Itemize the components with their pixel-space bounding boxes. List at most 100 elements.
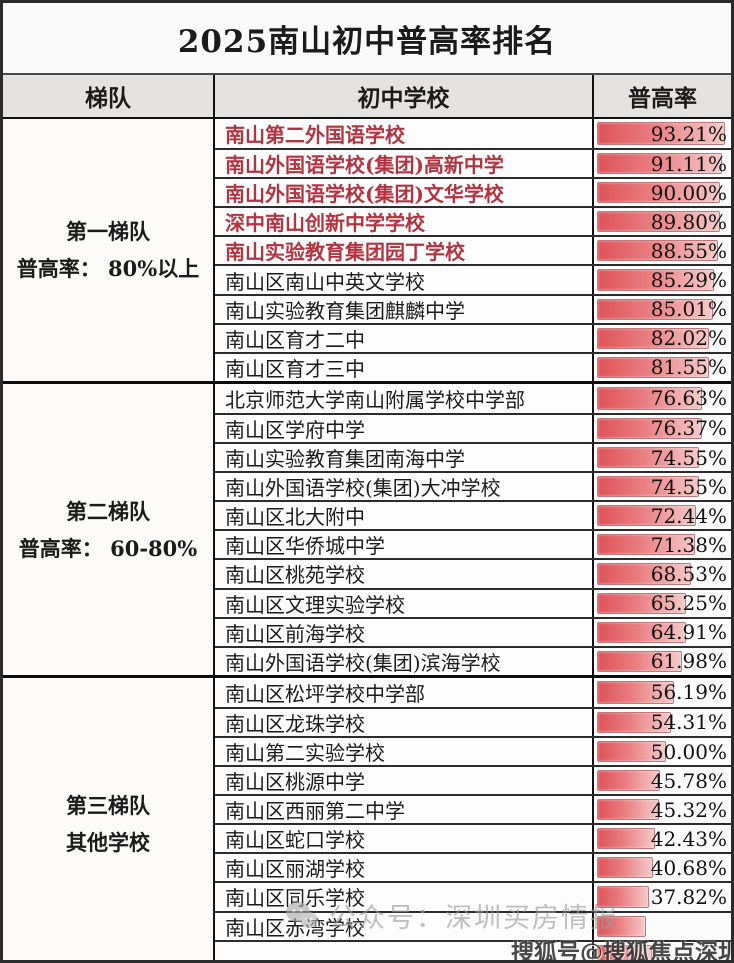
school-row: 南山区育才二中 82.02%: [215, 322, 731, 352]
rate-value: 54.31%: [650, 710, 727, 735]
school-name-cell: 南山实验教育集团麒麟中学: [215, 295, 594, 323]
rate-value: 37.82%: [650, 884, 727, 909]
school-name-cell: 南山外国语学校(集团)滨海学校: [215, 647, 594, 675]
school-row: 南山外国语学校(集团)高新中学 91.11%: [215, 148, 731, 178]
school-name-cell: 南山区前海学校: [215, 618, 594, 646]
rate-cell: [594, 912, 731, 940]
rate-bar: [597, 122, 725, 146]
school-name-cell: [215, 941, 594, 960]
rate-cell: 91.11%: [594, 150, 731, 178]
rate-value: 68.53%: [650, 561, 727, 586]
title-block: 2025南山初中普高率排名: [3, 3, 731, 73]
school-name-cell: 南山区育才三中: [215, 353, 594, 381]
school-row: 南山区丽湖学校 40.68%: [215, 852, 731, 882]
tier-rows: 南山第二外国语学校 93.21% 南山外国语学校(集团)高新中学 91.11% 南山外国…: [215, 119, 731, 381]
page-title: 2025南山初中普高率排名: [177, 23, 557, 60]
rate-bar: [597, 153, 722, 175]
rate-cell: 85.01%: [594, 295, 731, 323]
rate-value: 85.01%: [650, 297, 727, 322]
school-name-cell: 南山区丽湖学校: [215, 854, 594, 882]
school-row: 南山区龙珠学校 54.31%: [215, 706, 731, 736]
school-row: 南山区同乐学校 37.82%: [215, 881, 731, 911]
rate-bar: [597, 534, 695, 556]
school-row: 南山区学府中学 76.37%: [215, 412, 731, 443]
column-header-school: 初中学校: [215, 75, 594, 117]
school-name-cell: 南山实验教育集团南海中学: [215, 444, 594, 472]
school-name-cell: 深中南山创新中学学校: [215, 208, 594, 236]
tier-rows: 北京师范大学南山附属学校中学部 76.63% 南山区学府中学 76.37% 南山实验教育…: [215, 383, 731, 675]
school-row: 南山第二实验学校 50.00%: [215, 735, 731, 766]
school-row: 南山区桃苑学校 68.53%: [215, 558, 731, 588]
school-name-cell: 北京师范大学南山附属学校中学部: [215, 383, 594, 413]
rate-bar: [597, 182, 721, 204]
rate-value: 40.68%: [650, 855, 727, 880]
rate-bar: [597, 327, 710, 349]
rate-bar: [597, 447, 700, 469]
tier-criteria: 普高率： 60-80%: [18, 535, 198, 561]
school-name-cell: 南山区北大附中: [215, 502, 594, 530]
tier-name: 第三梯队: [66, 792, 150, 818]
rate-cell: 50.00%: [594, 737, 731, 766]
rate-value: 74.55%: [650, 445, 727, 470]
rate-bar: [597, 211, 721, 233]
rate-bar: [597, 828, 656, 850]
school-name-cell: 南山区育才二中: [215, 324, 594, 352]
rate-bar: [597, 944, 652, 960]
rate-value: 81.55%: [650, 355, 727, 380]
rate-value: 82.02%: [650, 326, 727, 351]
school-row: 南山区桃源中学 45.78%: [215, 765, 731, 795]
rate-cell: 65.25%: [594, 589, 731, 617]
rate-value: 89.80%: [650, 209, 727, 234]
rate-bar: [597, 386, 702, 410]
rate-cell: 74.55%: [594, 444, 731, 472]
school-row: 南山实验教育集团麒麟中学 85.01%: [215, 293, 731, 323]
rate-cell: 82.02%: [594, 324, 731, 352]
rate-bar: [597, 915, 647, 937]
rate-cell: [594, 941, 731, 960]
table-body: 第一梯队 普高率： 80%以上 南山第二外国语学校 93.21% 南山外国语学校(集团)…: [3, 119, 731, 960]
rate-bar: [597, 298, 714, 320]
school-name-cell: 南山第二实验学校: [215, 737, 594, 766]
rate-value: 93.21%: [650, 121, 727, 146]
rate-bar: [597, 563, 691, 585]
school-row: 南山区松坪学校中学部 56.19%: [215, 677, 731, 707]
rate-bar: [597, 886, 649, 908]
school-row: 南山区南山中英文学校 85.29%: [215, 264, 731, 294]
rate-value: 56.19%: [650, 680, 727, 705]
rate-bar: [597, 269, 714, 291]
rate-bar: [597, 621, 686, 643]
rate-cell: 42.43%: [594, 825, 731, 853]
tier-criteria: 其他学校: [66, 829, 150, 855]
school-row: 北京师范大学南山附属学校中学部 76.63%: [215, 383, 731, 413]
rate-value: 72.44%: [650, 503, 727, 528]
rate-cell: 88.55%: [594, 237, 731, 265]
school-name-cell: 南山区文理实验学校: [215, 589, 594, 617]
rate-bar: [597, 857, 653, 879]
rate-cell: 76.37%: [594, 414, 731, 443]
school-row: 深中南山创新中学学校 89.80%: [215, 206, 731, 236]
rate-cell: 37.82%: [594, 883, 731, 911]
rate-value: 45.78%: [650, 768, 727, 793]
rate-cell: 56.19%: [594, 677, 731, 707]
tier-group: 第一梯队 普高率： 80%以上 南山第二外国语学校 93.21% 南山外国语学校(集团)…: [3, 119, 731, 381]
rate-cell: 89.80%: [594, 208, 731, 236]
school-name-cell: 南山区学府中学: [215, 414, 594, 443]
rate-value: 65.25%: [650, 591, 727, 616]
tier-label-cell: 第一梯队 普高率： 80%以上: [3, 119, 215, 381]
rate-cell: 93.21%: [594, 119, 731, 149]
school-row: [215, 939, 731, 960]
rate-value: 76.37%: [650, 416, 727, 441]
column-header-tier: 梯队: [3, 75, 215, 117]
school-row: 南山区西丽第二中学 45.32%: [215, 794, 731, 824]
rate-bar: [597, 770, 660, 792]
column-header-rate: 普高率: [628, 85, 697, 112]
rate-value: 50.00%: [650, 739, 727, 764]
tier-label-cell: 第二梯队 普高率： 60-80%: [3, 383, 215, 675]
rate-bar: [597, 799, 660, 821]
rate-bar: [597, 240, 719, 262]
rate-value: 85.29%: [650, 268, 727, 293]
school-row: 南山外国语学校(集团)文华学校 90.00%: [215, 177, 731, 207]
school-name-cell: 南山区桃源中学: [215, 767, 594, 795]
rate-cell: 74.55%: [594, 473, 731, 501]
rate-value: 64.91%: [650, 620, 727, 645]
